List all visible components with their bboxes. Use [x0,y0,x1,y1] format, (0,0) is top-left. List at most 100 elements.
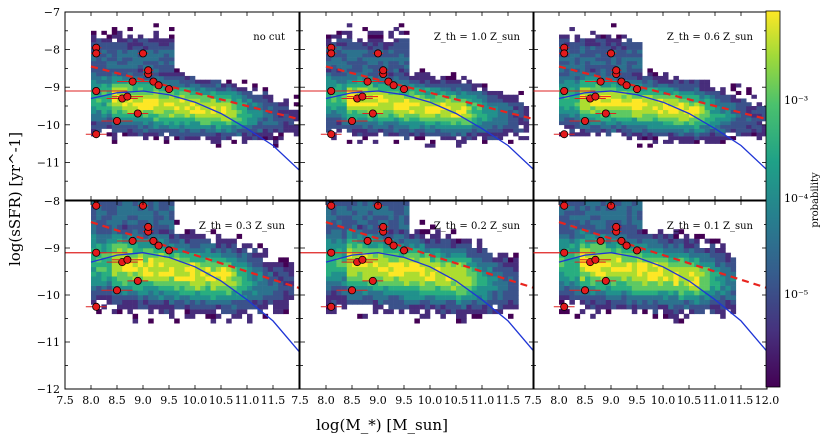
heatmap-cell [336,106,342,111]
heatmap-cell [346,248,353,253]
heatmap-cell [169,117,175,122]
heatmap-cell [487,295,493,300]
heatmap-cell [326,117,332,122]
heatmap-cell [508,139,514,144]
heatmap-cell [626,79,633,84]
heatmap-cell [106,75,113,80]
heatmap-cell [336,53,342,58]
heatmap-cell [574,132,581,137]
heatmap-cell [476,98,483,103]
heatmap-cell [564,280,570,286]
heatmap-cell [575,187,581,192]
heatmap-cell [195,233,201,239]
heatmap-cell [424,90,431,96]
heatmap-cell [559,79,565,84]
heatmap-cell [575,182,581,187]
heatmap-cell [267,121,274,126]
heatmap-cell [605,68,612,73]
heatmap-cell [482,295,488,300]
heatmap-cell [709,271,716,277]
heatmap-cell [487,309,493,315]
heatmap-cell [621,98,627,103]
heatmap-cell [163,201,170,206]
heatmap-cell [91,57,97,62]
heatmap-cell [158,248,165,253]
heatmap-cell [595,219,601,225]
heatmap-cell [388,205,394,211]
heatmap [65,201,299,352]
heatmap-cell [117,210,123,216]
heatmap-cell [96,285,102,291]
heatmap-cell [419,276,426,282]
heatmap-cell [148,102,154,107]
heatmap-cell [158,219,165,225]
heatmap-cell [195,285,201,291]
heatmap-cell [326,295,332,300]
heatmap-cell [383,109,389,114]
heatmap-cell [341,304,348,310]
heatmap-cell [445,136,452,141]
heatmap-cell [398,23,405,28]
heatmap-cell [751,106,757,111]
heatmap-cell [720,257,726,263]
heatmap-cell [590,248,596,253]
heatmap-cell [559,121,565,126]
heatmap-cell [169,229,175,235]
heatmap-cell [393,72,400,77]
heatmap-cell [564,64,570,69]
heatmap-cell [163,224,170,230]
heatmap-cell [184,248,191,253]
heatmap-cell [378,106,384,111]
heatmap-cell [611,295,617,300]
heatmap-cell [106,233,113,239]
heatmap-cell [148,42,154,47]
heatmap-cell [101,201,107,206]
heatmap-cell [585,304,591,310]
heatmap-cell [663,276,669,282]
heatmap-cell [611,252,617,258]
heatmap-cell [326,243,332,249]
heatmap-cell [440,252,446,258]
heatmap-cell [96,210,102,216]
heatmap-cell [652,271,659,277]
heatmap-cell [663,271,669,277]
heatmap-cell [704,83,711,88]
heatmap-cell [362,229,368,235]
heatmap-cell [559,102,565,107]
heatmap-cell [409,106,415,111]
heatmap-cell [715,304,721,310]
heatmap-cell [106,117,113,122]
observed-point [399,85,408,94]
heatmap-cell [393,238,400,244]
heatmap-cell [122,117,128,122]
heatmap-cell [725,117,731,122]
heatmap-cell [720,252,726,258]
heatmap-cell [595,132,601,137]
observed-point [560,49,569,58]
heatmap-cell [336,49,342,54]
panel-6: Z_th = 0.1 Z_sun [532,182,768,390]
heatmap-cell [440,266,446,272]
heatmap-cell [111,87,118,92]
heatmap-cell [117,68,123,73]
heatmap-cell [502,94,509,99]
heatmap-cell [252,257,258,263]
heatmap-cell [404,106,410,111]
heatmap-cell [735,113,742,118]
heatmap-cell [502,257,509,263]
heatmap-cell [642,304,648,310]
heatmap-cell [346,87,353,92]
heatmap-cell [189,295,196,300]
heatmap-cell [341,285,348,291]
heatmap-cell [404,117,410,122]
heatmap-cell [367,299,374,305]
heatmap-cell [621,49,627,54]
heatmap-cell [652,72,659,77]
observed-point [560,87,569,96]
heatmap-cell [414,248,420,253]
heatmap-cell [341,90,348,96]
heatmap-cell [383,233,389,239]
heatmap-cell [394,182,400,187]
heatmap-cell [393,257,400,263]
heatmap-cell [435,113,441,118]
